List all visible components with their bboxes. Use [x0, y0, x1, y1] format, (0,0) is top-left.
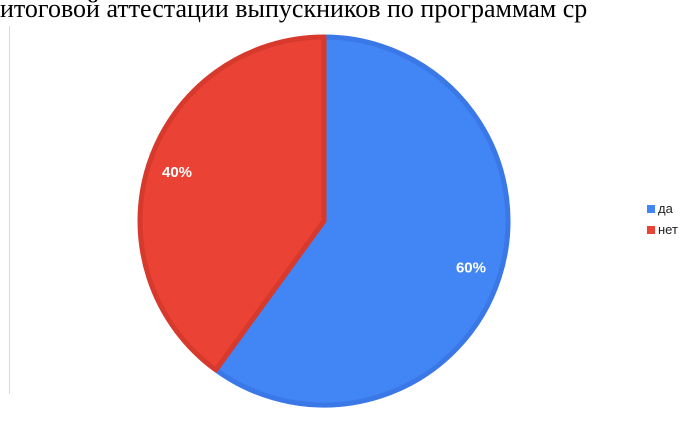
legend-swatch-0 [647, 204, 655, 213]
legend-item-1: нет [647, 219, 678, 240]
page-heading: итоговой аттестации выпускников по прогр… [0, 0, 588, 23]
slice-data-label-0: 60% [456, 260, 486, 277]
slice-data-label-1: 40% [162, 164, 192, 181]
chart-legend: да нет [647, 198, 678, 240]
legend-swatch-1 [647, 225, 655, 234]
legend-item-0: да [647, 198, 678, 219]
pie-slice-0 [213, 34, 511, 408]
legend-label-1: нет [658, 222, 678, 237]
chart-frame-border [9, 26, 10, 394]
legend-label-0: да [658, 201, 673, 216]
pie-slice-1 [137, 34, 327, 373]
